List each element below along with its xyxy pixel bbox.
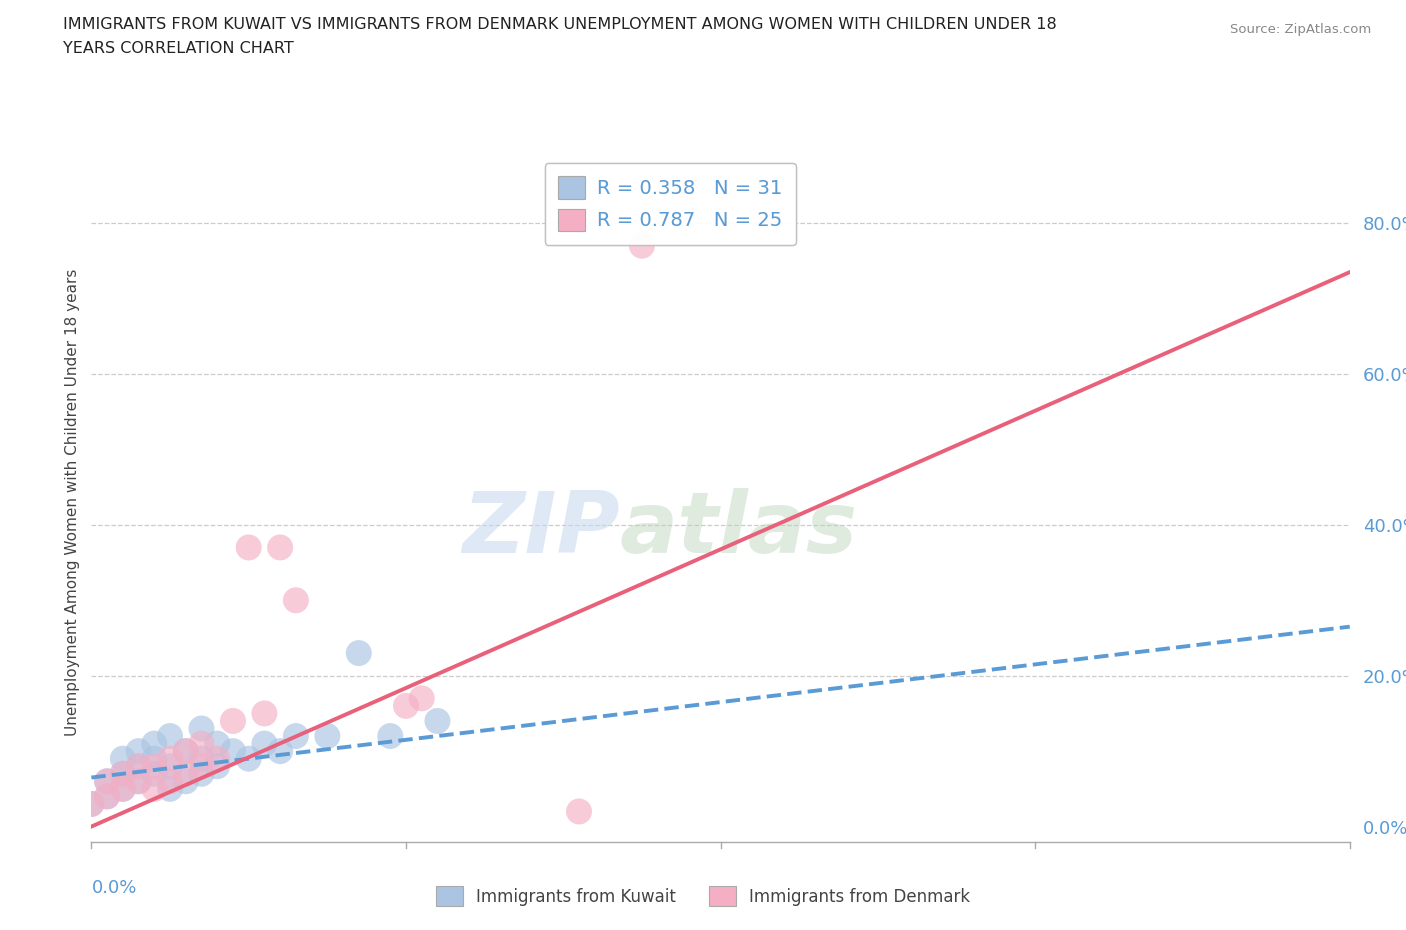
Text: ZIP: ZIP <box>463 488 620 571</box>
Point <box>205 737 228 751</box>
Point <box>411 691 433 706</box>
Text: IMMIGRANTS FROM KUWAIT VS IMMIGRANTS FROM DENMARK UNEMPLOYMENT AMONG WOMEN WITH : IMMIGRANTS FROM KUWAIT VS IMMIGRANTS FRO… <box>63 17 1057 32</box>
Point <box>174 766 197 781</box>
Point <box>222 713 245 728</box>
Point <box>96 789 118 804</box>
Point <box>174 744 197 759</box>
Point <box>631 238 654 253</box>
Legend: Immigrants from Kuwait, Immigrants from Denmark: Immigrants from Kuwait, Immigrants from … <box>429 880 977 912</box>
Point <box>269 540 291 555</box>
Point <box>80 796 103 811</box>
Point <box>159 751 181 766</box>
Point <box>174 744 197 759</box>
Point <box>159 781 181 796</box>
Point <box>205 751 228 766</box>
Text: atlas: atlas <box>620 488 858 571</box>
Point <box>190 721 212 736</box>
Point <box>80 796 103 811</box>
Point <box>143 759 166 774</box>
Point <box>238 751 260 766</box>
Point <box>128 744 150 759</box>
Point <box>380 728 402 743</box>
Point <box>111 766 134 781</box>
Point <box>174 774 197 789</box>
Point <box>159 728 181 743</box>
Point <box>269 744 291 759</box>
Point <box>253 737 276 751</box>
Point <box>190 737 212 751</box>
Point <box>96 774 118 789</box>
Point <box>190 759 212 774</box>
Point <box>395 698 418 713</box>
Point <box>128 759 150 774</box>
Point <box>190 766 212 781</box>
Point <box>128 759 150 774</box>
Point <box>284 592 307 607</box>
Point <box>159 759 181 774</box>
Point <box>222 744 245 759</box>
Point <box>111 751 134 766</box>
Point <box>143 737 166 751</box>
Legend: R = 0.358   N = 31, R = 0.787   N = 25: R = 0.358 N = 31, R = 0.787 N = 25 <box>544 163 796 245</box>
Point <box>284 728 307 743</box>
Y-axis label: Unemployment Among Women with Children Under 18 years: Unemployment Among Women with Children U… <box>65 269 80 736</box>
Text: 0.0%: 0.0% <box>91 879 136 897</box>
Point <box>253 706 276 721</box>
Point <box>426 713 449 728</box>
Point <box>238 540 260 555</box>
Text: Source: ZipAtlas.com: Source: ZipAtlas.com <box>1230 23 1371 36</box>
Point <box>96 774 118 789</box>
Point <box>316 728 339 743</box>
Point <box>205 759 228 774</box>
Point <box>128 774 150 789</box>
Point <box>143 751 166 766</box>
Point <box>143 781 166 796</box>
Text: YEARS CORRELATION CHART: YEARS CORRELATION CHART <box>63 41 294 56</box>
Point <box>111 766 134 781</box>
Point <box>143 766 166 781</box>
Point <box>159 774 181 789</box>
Point <box>96 789 118 804</box>
Point <box>347 645 370 660</box>
Point <box>190 751 212 766</box>
Point <box>128 774 150 789</box>
Point <box>111 781 134 796</box>
Point <box>111 781 134 796</box>
Point <box>568 804 591 819</box>
